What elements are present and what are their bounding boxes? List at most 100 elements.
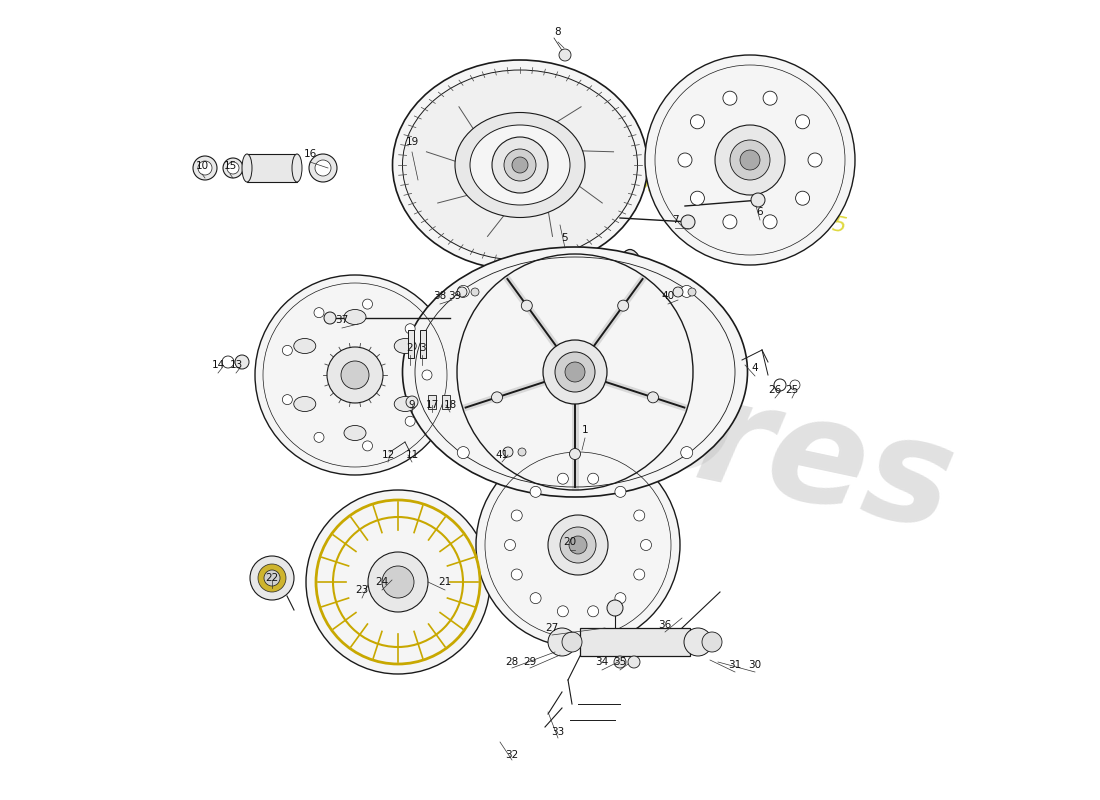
Circle shape	[628, 656, 640, 668]
Text: 28: 28	[505, 657, 518, 667]
Ellipse shape	[344, 310, 366, 325]
Circle shape	[258, 564, 286, 592]
Ellipse shape	[470, 125, 570, 205]
Circle shape	[264, 570, 280, 586]
Text: 16: 16	[304, 149, 317, 159]
Ellipse shape	[394, 338, 416, 354]
Circle shape	[192, 156, 217, 180]
Text: 5: 5	[562, 233, 569, 243]
Circle shape	[406, 396, 418, 408]
Text: 2: 2	[407, 343, 414, 353]
Circle shape	[808, 153, 822, 167]
Circle shape	[309, 154, 337, 182]
Text: 11: 11	[406, 450, 419, 460]
Text: 18: 18	[443, 400, 456, 410]
Circle shape	[283, 394, 293, 405]
Circle shape	[556, 352, 595, 392]
Circle shape	[512, 510, 522, 521]
Circle shape	[795, 191, 810, 206]
Ellipse shape	[393, 60, 648, 270]
Bar	[442, 395, 450, 409]
Text: 25: 25	[785, 385, 799, 395]
Circle shape	[691, 114, 704, 129]
Text: 38: 38	[433, 291, 447, 301]
Circle shape	[730, 140, 770, 180]
Text: 24: 24	[375, 577, 388, 587]
Text: 33: 33	[551, 727, 564, 737]
Circle shape	[645, 55, 855, 265]
Circle shape	[691, 191, 704, 206]
Ellipse shape	[455, 113, 585, 218]
Circle shape	[790, 380, 800, 390]
Circle shape	[504, 149, 536, 181]
Text: 7: 7	[672, 215, 679, 225]
Circle shape	[363, 441, 373, 451]
Text: 10: 10	[196, 161, 209, 171]
Circle shape	[634, 510, 645, 521]
Circle shape	[763, 91, 777, 105]
Text: 36: 36	[659, 620, 672, 630]
Text: 37: 37	[336, 315, 349, 325]
Circle shape	[505, 539, 516, 550]
Circle shape	[570, 449, 581, 459]
Circle shape	[723, 215, 737, 229]
Bar	[248, 154, 297, 182]
Circle shape	[250, 556, 294, 600]
Circle shape	[222, 356, 234, 368]
Ellipse shape	[603, 250, 658, 494]
Text: 1: 1	[582, 425, 588, 435]
Text: 32: 32	[505, 750, 518, 760]
Ellipse shape	[294, 397, 316, 411]
Circle shape	[492, 392, 503, 403]
Circle shape	[314, 308, 324, 318]
Circle shape	[458, 286, 470, 298]
Circle shape	[530, 486, 541, 498]
Circle shape	[562, 632, 582, 652]
Circle shape	[614, 656, 626, 668]
Text: 19: 19	[406, 137, 419, 147]
Circle shape	[283, 346, 293, 355]
Text: 15: 15	[223, 161, 236, 171]
Circle shape	[763, 215, 777, 229]
Text: res: res	[684, 368, 966, 560]
Circle shape	[198, 161, 212, 175]
Text: 14: 14	[211, 360, 224, 370]
Circle shape	[615, 593, 626, 604]
Circle shape	[327, 347, 383, 403]
Text: 27: 27	[546, 623, 559, 633]
Ellipse shape	[344, 426, 366, 441]
Circle shape	[565, 362, 585, 382]
Text: 9: 9	[409, 400, 416, 410]
Text: 17: 17	[426, 400, 439, 410]
Circle shape	[558, 606, 569, 617]
Text: 23: 23	[355, 585, 368, 595]
Circle shape	[503, 447, 513, 457]
Text: 4: 4	[751, 363, 758, 373]
Circle shape	[751, 193, 764, 207]
Text: 22: 22	[265, 573, 278, 583]
Circle shape	[518, 448, 526, 456]
Circle shape	[607, 600, 623, 616]
Ellipse shape	[294, 338, 316, 354]
Ellipse shape	[394, 397, 416, 411]
Circle shape	[471, 288, 478, 296]
Bar	[428, 395, 436, 409]
Circle shape	[382, 566, 414, 598]
Circle shape	[640, 539, 651, 550]
Ellipse shape	[403, 247, 748, 497]
Text: 20: 20	[563, 537, 576, 547]
Circle shape	[702, 632, 722, 652]
Bar	[580, 628, 690, 656]
Circle shape	[560, 527, 596, 563]
Text: 13: 13	[230, 360, 243, 370]
Circle shape	[688, 288, 696, 296]
Circle shape	[476, 443, 680, 647]
Text: euro: euro	[352, 292, 748, 508]
Circle shape	[774, 379, 786, 391]
Text: 8: 8	[554, 27, 561, 37]
Circle shape	[548, 515, 608, 575]
Circle shape	[740, 150, 760, 170]
Circle shape	[681, 286, 693, 298]
Bar	[420, 330, 426, 358]
Text: 21: 21	[439, 577, 452, 587]
